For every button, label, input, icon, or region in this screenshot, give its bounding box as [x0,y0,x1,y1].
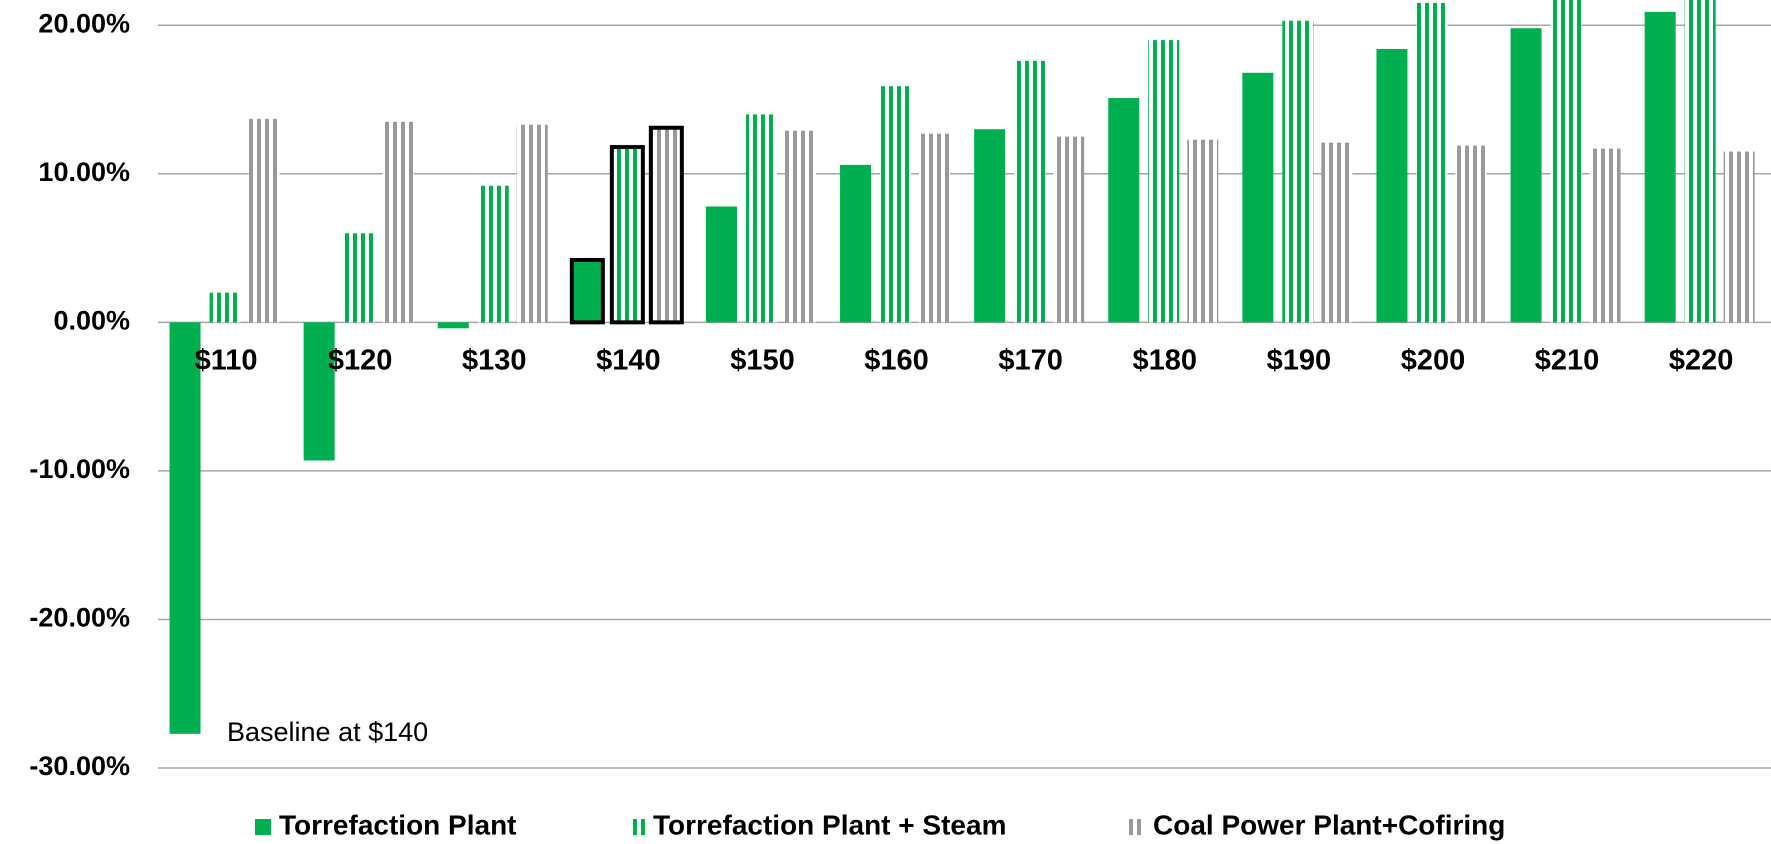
x-tick-label: $210 [1535,345,1600,377]
bar [1148,40,1180,323]
annotation: Baseline at $140 [227,717,428,747]
legend-label: Torrefaction Plant + Steam [653,809,1006,840]
x-tick-label: $140 [596,345,661,377]
grid [158,24,1771,769]
bar [840,164,872,323]
legend-swatch [255,819,271,835]
bar [437,322,469,329]
bar [1282,20,1314,323]
bar [343,233,375,323]
bar [169,322,201,734]
bar [705,206,737,323]
x-tick-label: $170 [998,345,1063,377]
bar [1455,145,1487,323]
x-tick-label: $120 [328,345,393,377]
bar [1644,11,1676,323]
bars [169,0,1755,734]
bar [648,125,684,325]
bar [477,185,509,323]
bar [880,86,912,323]
bar [609,145,645,325]
bar [1108,98,1140,323]
x-tick-label: $180 [1132,345,1197,377]
legend-swatch [629,819,645,835]
y-tick-label: -10.00% [29,454,130,484]
bar [1376,49,1408,323]
bar [784,130,816,323]
bar [382,121,414,323]
bar [1321,142,1353,323]
bar [1723,151,1755,323]
y-tick-label: -30.00% [29,751,130,781]
x-tick-label: $150 [730,345,795,377]
bar [1242,72,1274,323]
x-tick-label: $220 [1669,345,1734,377]
y-tick-label: 0.00% [53,305,130,335]
x-tick-label: $110 [195,345,258,377]
x-tick-label: $130 [462,345,527,377]
bar [1589,148,1621,323]
y-tick-label: 10.00% [38,157,130,187]
x-tick-label: $200 [1401,345,1466,377]
legend-swatch [1129,819,1145,835]
bar [516,124,548,323]
bar [248,118,280,323]
bar [209,292,241,323]
bar [1684,0,1716,323]
bar [1550,0,1582,323]
bar [919,133,951,323]
y-tick-label: 20.00% [38,8,130,38]
y-tick-label: -20.00% [29,603,130,633]
bar [1053,136,1085,323]
bar [1510,28,1542,323]
bar [303,322,335,461]
bar [974,129,1006,323]
x-tick-label: $190 [1267,345,1332,377]
bar [1187,139,1219,323]
bar [569,257,605,325]
x-tick-label: $160 [864,345,929,377]
legend-label: Torrefaction Plant [279,809,517,840]
bar [1014,60,1046,323]
bar [1416,2,1448,323]
legend-label: Coal Power Plant+Cofiring [1153,809,1505,840]
bar [745,114,777,323]
